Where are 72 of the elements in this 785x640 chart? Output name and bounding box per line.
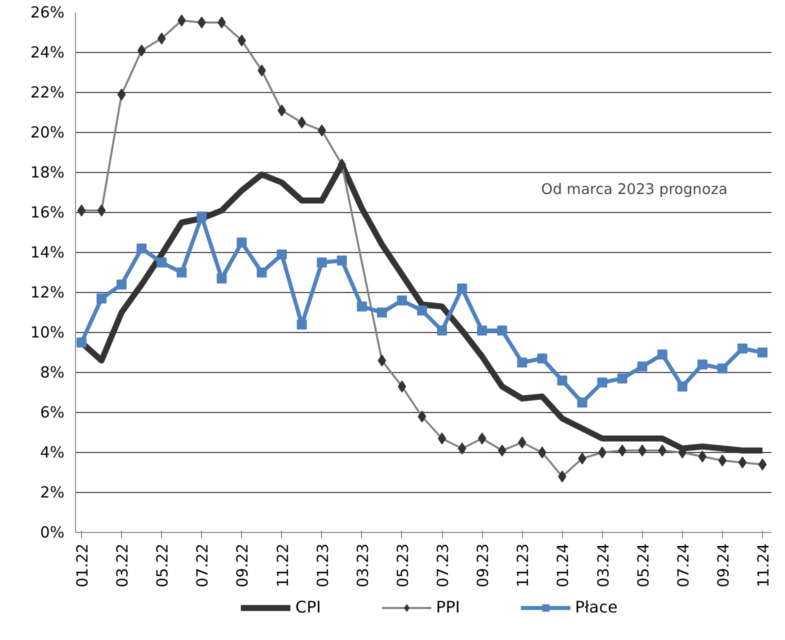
y-tick-label: 6% — [40, 404, 65, 422]
x-tick-label: 11.24 — [754, 543, 772, 588]
point — [517, 358, 528, 368]
y-tick-label: 16% — [30, 204, 65, 222]
point — [597, 378, 608, 388]
x-tick-label: 03.23 — [354, 543, 372, 588]
point — [657, 350, 668, 360]
point — [457, 284, 468, 294]
y-tick-label: 26% — [30, 4, 65, 22]
y-tick-label: 20% — [30, 124, 65, 142]
point — [417, 306, 427, 316]
x-tick-label: 01.22 — [74, 543, 92, 588]
point — [757, 348, 768, 358]
y-tick-label: 2% — [40, 484, 65, 502]
point — [557, 376, 568, 386]
point — [216, 274, 227, 284]
legend-label: CPI — [295, 598, 321, 616]
x-tick-label: 01.24 — [554, 543, 572, 588]
point — [537, 354, 548, 364]
point — [637, 362, 648, 372]
x-tick-label: 03.24 — [594, 543, 612, 588]
point — [677, 382, 688, 392]
x-tick-label: 09.23 — [474, 543, 492, 588]
y-tick-label: 12% — [30, 284, 65, 302]
point — [437, 326, 448, 336]
point — [196, 212, 207, 222]
point — [296, 320, 307, 330]
annotation: Od marca 2023 prognoza — [541, 180, 728, 198]
point — [236, 238, 247, 248]
point — [356, 302, 367, 312]
x-tick-label: 07.22 — [194, 543, 212, 588]
point — [577, 398, 588, 408]
point — [396, 296, 407, 306]
point — [497, 326, 508, 336]
point — [76, 338, 87, 348]
point — [376, 308, 387, 318]
point — [477, 326, 488, 336]
point — [156, 258, 167, 268]
y-tick-label: 10% — [30, 324, 65, 342]
x-tick-label: 05.22 — [154, 543, 172, 588]
point — [336, 256, 347, 266]
x-tick-label: 01.23 — [314, 543, 332, 588]
point — [617, 374, 628, 384]
point — [256, 268, 267, 278]
point — [338, 158, 346, 170]
y-tick-label: 0% — [40, 524, 65, 542]
y-tick-label: 8% — [40, 364, 65, 382]
x-tick-label: 09.22 — [234, 543, 252, 588]
point — [737, 344, 748, 354]
point — [96, 294, 107, 304]
point — [176, 268, 187, 278]
x-tick-label: 05.23 — [394, 543, 412, 588]
point — [316, 258, 327, 268]
y-tick-label: 14% — [30, 244, 65, 262]
legend-label: Płace — [574, 598, 618, 616]
x-tick-label: 11.22 — [274, 543, 292, 588]
y-tick-label: 4% — [40, 444, 65, 462]
legend-label: PPI — [436, 598, 460, 616]
point — [116, 280, 127, 290]
x-tick-label: 11.23 — [514, 543, 532, 588]
y-tick-label: 18% — [30, 164, 65, 182]
x-tick-label: 07.23 — [434, 543, 452, 588]
y-tick-label: 22% — [30, 84, 65, 102]
x-tick-label: 07.24 — [674, 543, 692, 588]
x-tick-label: 09.24 — [714, 543, 732, 588]
point — [136, 244, 147, 254]
point — [276, 250, 287, 260]
y-tick-label: 24% — [30, 44, 65, 62]
x-tick-label: 03.22 — [114, 543, 132, 588]
x-tick-label: 05.24 — [634, 543, 652, 588]
point — [717, 364, 728, 374]
point — [697, 360, 708, 370]
